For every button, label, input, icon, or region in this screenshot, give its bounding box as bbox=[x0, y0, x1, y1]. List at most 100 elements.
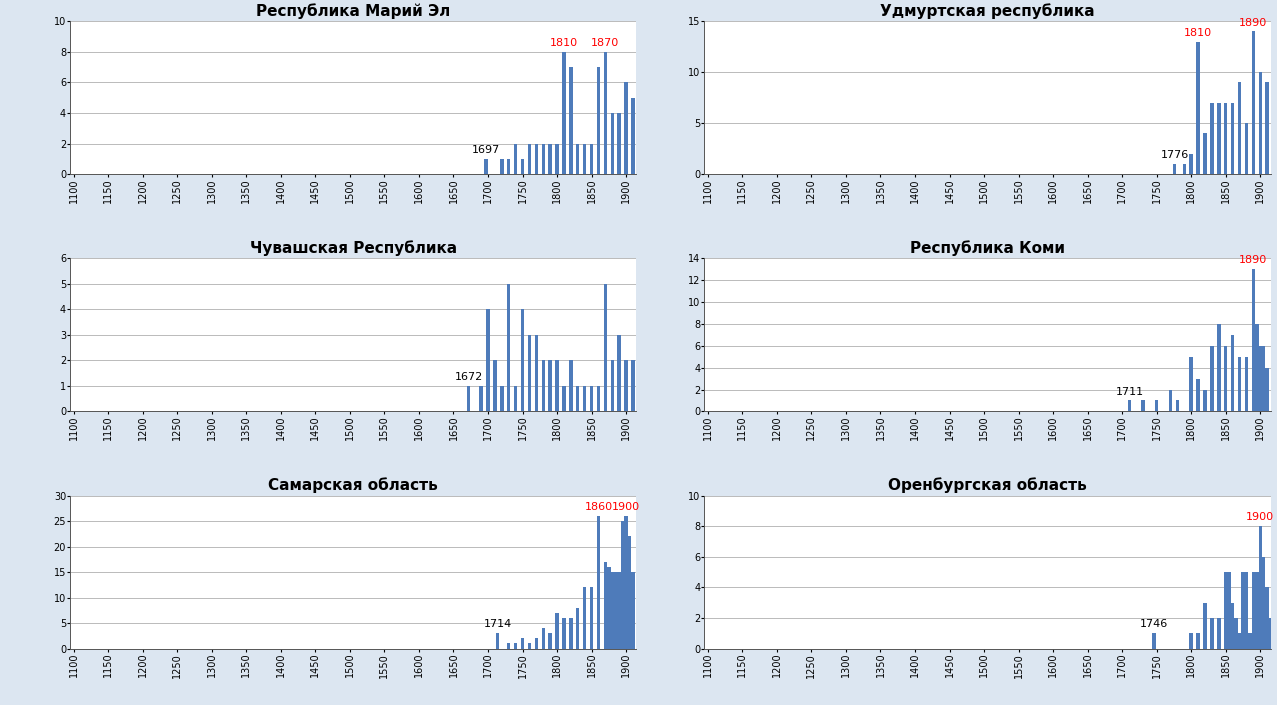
Bar bbox=[513, 386, 517, 412]
Bar bbox=[576, 608, 580, 649]
Text: 1776: 1776 bbox=[1161, 150, 1189, 160]
Bar bbox=[618, 572, 621, 649]
Bar bbox=[596, 516, 600, 649]
Bar bbox=[1203, 390, 1207, 412]
Bar bbox=[513, 644, 517, 649]
Bar bbox=[604, 562, 607, 649]
Bar bbox=[582, 144, 586, 174]
Title: Республика Коми: Республика Коми bbox=[911, 240, 1065, 256]
Bar bbox=[1262, 346, 1266, 412]
Bar bbox=[548, 633, 552, 649]
Bar bbox=[1217, 618, 1221, 649]
Text: 1810: 1810 bbox=[1184, 27, 1212, 38]
Bar bbox=[535, 639, 538, 649]
Bar bbox=[1217, 324, 1221, 412]
Bar bbox=[1251, 31, 1255, 174]
Bar bbox=[555, 360, 559, 412]
Bar bbox=[535, 335, 538, 412]
Title: Удмуртская республика: Удмуртская республика bbox=[880, 3, 1094, 18]
Bar bbox=[1235, 618, 1237, 649]
Text: 1900: 1900 bbox=[1246, 513, 1274, 522]
Bar bbox=[631, 360, 635, 412]
Text: 1900: 1900 bbox=[612, 502, 640, 512]
Bar bbox=[1251, 269, 1255, 412]
Bar bbox=[527, 644, 531, 649]
Bar bbox=[1176, 400, 1179, 412]
Bar bbox=[604, 51, 607, 174]
Bar bbox=[582, 587, 586, 649]
Bar bbox=[535, 144, 538, 174]
Bar bbox=[1237, 633, 1241, 649]
Bar bbox=[570, 618, 572, 649]
Text: 1860: 1860 bbox=[585, 502, 613, 512]
Bar bbox=[607, 567, 610, 649]
Bar bbox=[1211, 103, 1213, 174]
Bar bbox=[1189, 633, 1193, 649]
Title: Оренбургская область: Оренбургская область bbox=[888, 477, 1087, 493]
Bar bbox=[495, 633, 499, 649]
Bar bbox=[1152, 633, 1156, 649]
Bar bbox=[1255, 572, 1259, 649]
Bar bbox=[614, 572, 618, 649]
Bar bbox=[618, 335, 621, 412]
Bar bbox=[484, 159, 488, 174]
Bar bbox=[1203, 133, 1207, 174]
Bar bbox=[513, 144, 517, 174]
Bar bbox=[1189, 357, 1193, 412]
Bar bbox=[1183, 164, 1186, 174]
Bar bbox=[562, 618, 566, 649]
Bar bbox=[493, 360, 497, 412]
Title: Самарская область: Самарская область bbox=[268, 477, 438, 493]
Bar bbox=[1154, 400, 1158, 412]
Bar bbox=[562, 386, 566, 412]
Bar bbox=[1231, 603, 1235, 649]
Bar bbox=[1245, 123, 1248, 174]
Text: 1714: 1714 bbox=[484, 620, 512, 630]
Bar bbox=[541, 144, 545, 174]
Bar bbox=[610, 360, 614, 412]
Text: 1672: 1672 bbox=[455, 372, 483, 382]
Bar bbox=[1225, 346, 1227, 412]
Bar bbox=[1259, 72, 1262, 174]
Bar bbox=[527, 144, 531, 174]
Bar bbox=[1269, 618, 1272, 649]
Bar bbox=[1203, 603, 1207, 649]
Text: 1810: 1810 bbox=[550, 38, 578, 48]
Bar bbox=[1189, 154, 1193, 174]
Bar bbox=[467, 386, 470, 412]
Bar bbox=[618, 113, 621, 174]
Bar bbox=[1197, 633, 1200, 649]
Bar bbox=[628, 537, 631, 649]
Bar bbox=[576, 144, 580, 174]
Bar bbox=[1211, 618, 1213, 649]
Bar bbox=[590, 587, 594, 649]
Bar bbox=[1259, 346, 1262, 412]
Bar bbox=[624, 82, 628, 174]
Bar bbox=[1168, 390, 1172, 412]
Bar bbox=[590, 144, 594, 174]
Bar bbox=[1245, 572, 1248, 649]
Text: 1890: 1890 bbox=[1239, 18, 1268, 27]
Bar bbox=[631, 98, 635, 174]
Bar bbox=[555, 144, 559, 174]
Bar bbox=[1225, 103, 1227, 174]
Bar bbox=[1211, 346, 1213, 412]
Bar bbox=[487, 309, 489, 412]
Bar bbox=[570, 67, 572, 174]
Bar bbox=[576, 386, 580, 412]
Text: 1711: 1711 bbox=[1116, 386, 1144, 397]
Bar bbox=[1128, 400, 1131, 412]
Bar bbox=[562, 51, 566, 174]
Bar bbox=[1231, 335, 1235, 412]
Bar bbox=[527, 335, 531, 412]
Bar bbox=[541, 628, 545, 649]
Bar bbox=[507, 644, 511, 649]
Bar bbox=[501, 386, 503, 412]
Bar bbox=[1237, 82, 1241, 174]
Bar bbox=[1245, 357, 1248, 412]
Bar bbox=[1251, 572, 1255, 649]
Bar bbox=[1172, 164, 1176, 174]
Bar bbox=[596, 386, 600, 412]
Bar bbox=[521, 159, 525, 174]
Bar bbox=[501, 159, 503, 174]
